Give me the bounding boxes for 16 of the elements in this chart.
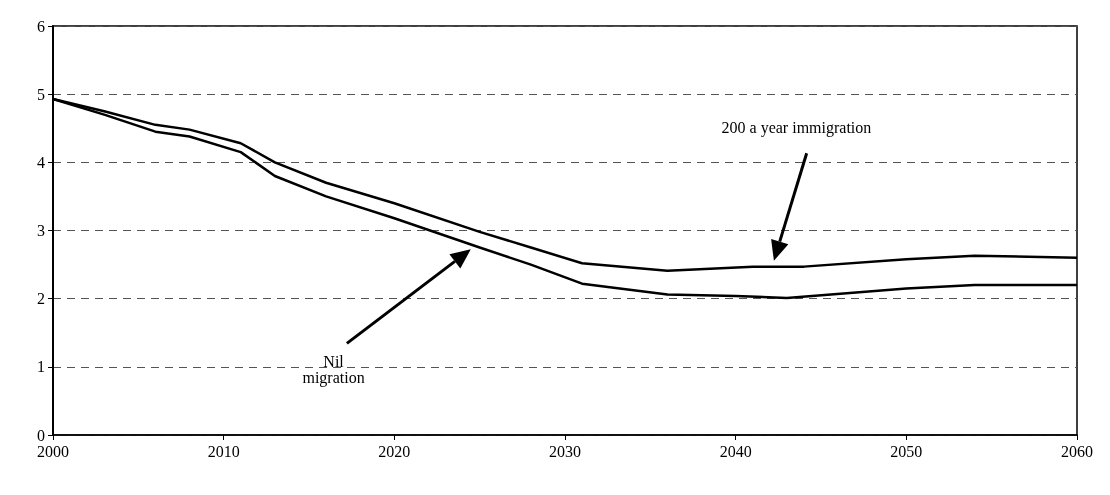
y-tick-label: 2 — [37, 290, 45, 308]
x-tick-label: 2060 — [1061, 442, 1093, 460]
x-tick-label: 2000 — [37, 442, 69, 460]
y-tick-label: 3 — [37, 222, 45, 239]
y-tick-label: 4 — [37, 153, 45, 171]
x-tick-label: 2010 — [207, 442, 240, 460]
annotation: Nil migration — [302, 353, 365, 388]
annotation: 200 a year immigration — [721, 119, 872, 138]
x-tick-label: 2020 — [378, 442, 411, 460]
y-tick-label: 1 — [37, 358, 45, 376]
y-tick-label: 0 — [37, 426, 45, 444]
x-tick-label: 2040 — [719, 442, 752, 460]
x-tick-label: 2030 — [549, 442, 581, 460]
y-tick-label: 6 — [37, 17, 45, 35]
x-tick-label: 2050 — [890, 442, 923, 460]
y-tick-label: 5 — [37, 85, 45, 103]
